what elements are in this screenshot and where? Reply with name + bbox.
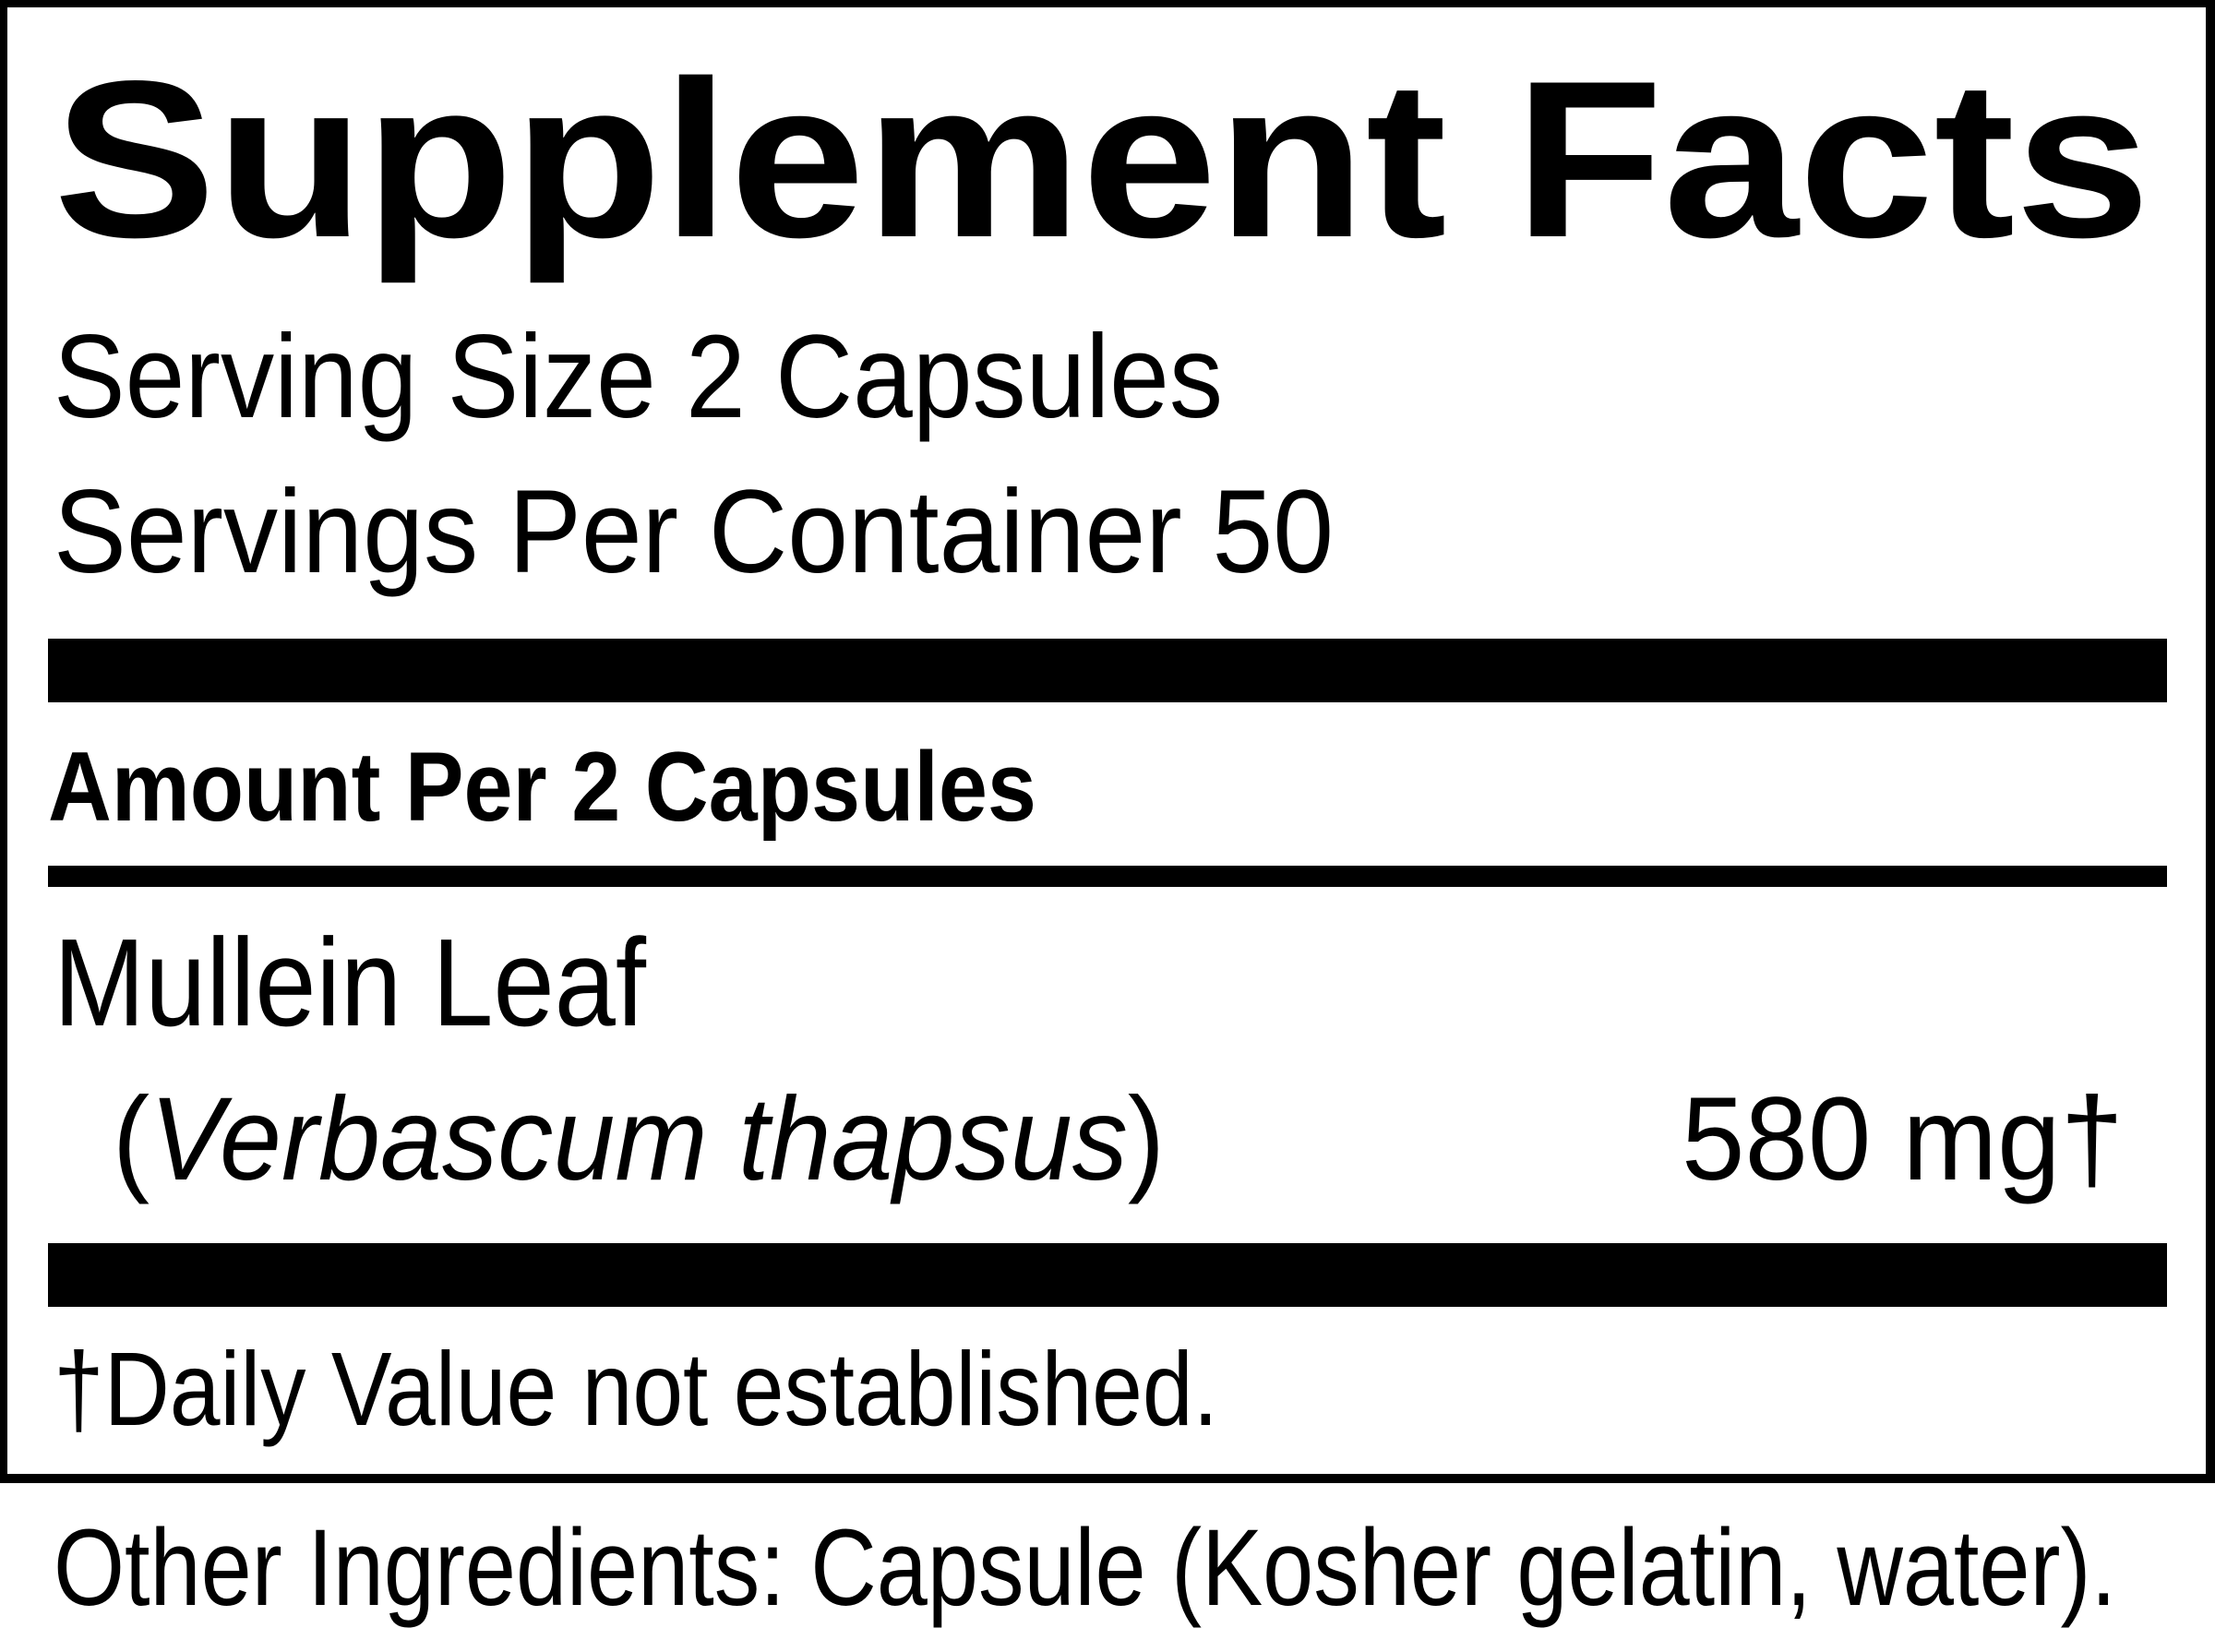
paren-open: ( [113, 1073, 150, 1205]
thick-divider-bottom [48, 1243, 2167, 1307]
thin-divider [48, 866, 2167, 887]
other-ingredients: Other Ingredients: Capsule (Kosher gelat… [54, 1507, 2116, 1629]
latin-name: Verbascum thapsus [150, 1073, 1128, 1205]
serving-size: Serving Size 2 Capsules [54, 311, 1223, 443]
ingredient-name: Mullein Leaf [54, 913, 646, 1052]
ingredient-latin-name: (Verbascum thapsus) [113, 1081, 1165, 1199]
ingredient-amount: 580 mg† [1682, 1073, 2124, 1205]
thick-divider [48, 639, 2167, 702]
servings-per-container: Servings Per Container 50 [54, 466, 1334, 598]
daily-value-footnote: †Daily Value not established. [54, 1331, 1218, 1447]
supplement-facts-panel [0, 0, 2215, 1483]
amount-per-serving-header: Amount Per 2 Capsules [48, 731, 1036, 842]
paren-close: ) [1127, 1073, 1165, 1205]
panel-title: Supplement Facts [54, 35, 2150, 284]
